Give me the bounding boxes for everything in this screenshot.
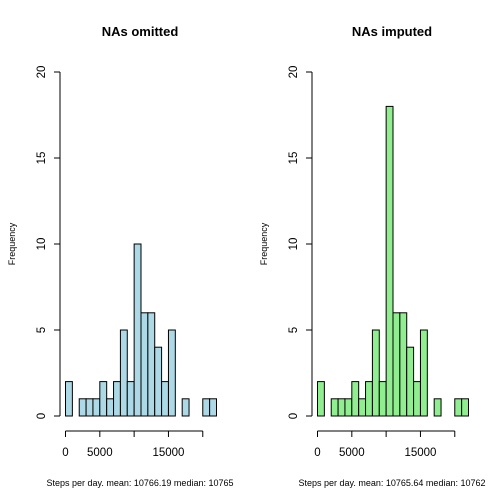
histogram-bar <box>399 312 408 417</box>
histogram-bar <box>209 398 218 417</box>
histogram-bar <box>344 398 353 417</box>
histogram-bar <box>85 398 94 417</box>
x-tick-label: 15000 <box>404 447 436 459</box>
x-tick-label: 0 <box>314 447 320 459</box>
histogram-bar <box>92 398 101 417</box>
y-axis-label: Frequency <box>259 222 269 265</box>
histogram-bar <box>133 243 142 417</box>
histogram-bar <box>147 312 156 417</box>
histogram-bar <box>413 381 421 417</box>
chart-title: NAs imputed <box>352 24 432 39</box>
histogram-bar <box>106 398 115 417</box>
x-axis-label: Steps per day. mean: 10766.19 median: 10… <box>47 478 234 488</box>
histogram-bar <box>99 381 108 417</box>
x-tick-label: 5000 <box>339 447 365 459</box>
chart-title: NAs omitted <box>102 24 179 39</box>
y-tick-label: 15 <box>288 152 300 165</box>
x-tick-label: 5000 <box>87 447 113 459</box>
histogram-bar <box>351 381 360 417</box>
histogram-bar <box>167 329 176 417</box>
histogram-panel-1: NAs omitted 0 5 10 15 20 Frequency 0 5000 15000 St… <box>7 24 233 488</box>
histogram-bar <box>385 105 394 417</box>
y-tick-label: 10 <box>36 238 48 251</box>
histogram-bar <box>337 398 346 417</box>
histogram-bar <box>78 398 87 417</box>
histogram-bar <box>140 312 149 417</box>
histogram-bar <box>392 312 401 417</box>
histogram-bar <box>406 346 415 417</box>
histogram-bar <box>126 381 135 417</box>
histogram-bar <box>65 381 73 417</box>
histogram-bar <box>378 381 387 417</box>
histogram-panel-2: NAs imputed 0 5 10 15 20 Frequency 0 5000 15000 St… <box>259 24 485 488</box>
histogram-bar <box>202 398 211 417</box>
histogram-bar <box>371 329 380 417</box>
y-tick-label: 0 <box>36 413 48 419</box>
histogram-bar <box>454 398 463 417</box>
histogram-bar <box>419 329 428 417</box>
histogram-bar <box>365 381 373 417</box>
histogram-bar <box>181 398 190 417</box>
x-tick-label: 0 <box>62 447 68 459</box>
histogram-bar <box>358 398 367 417</box>
histogram-bar <box>113 381 121 417</box>
histogram-bar <box>433 398 442 417</box>
histogram-bar <box>330 398 339 417</box>
y-tick-label: 5 <box>36 327 48 333</box>
x-axis-label: Steps per day. mean: 10765.64 median: 10… <box>299 478 486 488</box>
y-tick-label: 10 <box>288 238 300 251</box>
histogram-bar <box>119 329 128 417</box>
histogram-bar <box>461 398 469 417</box>
x-tick-label: 15000 <box>152 447 184 459</box>
y-tick-label: 20 <box>36 66 48 79</box>
y-tick-label: 15 <box>36 152 48 165</box>
histogram-bar <box>161 381 169 417</box>
y-tick-label: 5 <box>288 327 300 333</box>
histogram-bar <box>317 381 325 417</box>
y-tick-label: 20 <box>288 66 300 79</box>
histogram-bar <box>154 346 163 417</box>
y-axis-label: Frequency <box>7 222 17 265</box>
y-tick-label: 0 <box>288 413 300 419</box>
